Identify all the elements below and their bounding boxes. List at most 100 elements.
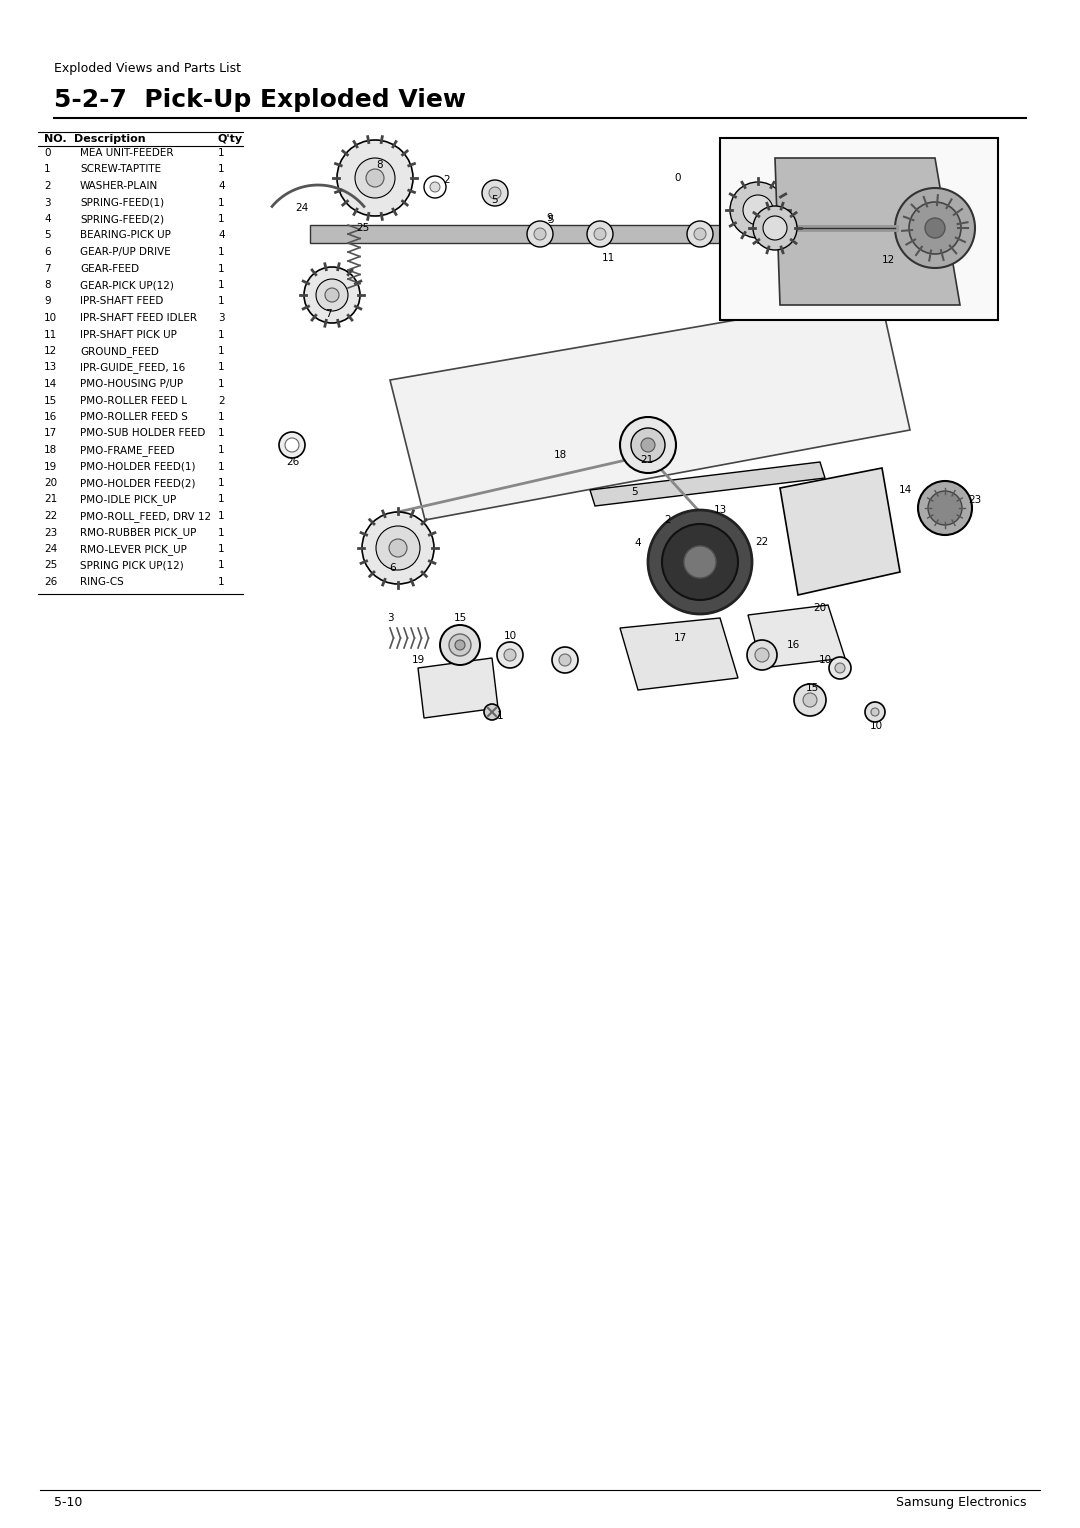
Text: 21: 21 [640,455,653,465]
Circle shape [534,228,546,240]
Circle shape [376,526,420,570]
Text: 11: 11 [602,254,615,263]
Text: SPRING-FEED(1): SPRING-FEED(1) [80,197,164,208]
Text: 4: 4 [44,214,51,225]
Text: SPRING PICK UP(12): SPRING PICK UP(12) [80,561,184,570]
Text: 10: 10 [44,313,57,322]
Text: Exploded Views and Parts List: Exploded Views and Parts List [54,63,241,75]
Circle shape [424,176,446,199]
Bar [720,138,998,319]
Text: 1: 1 [218,362,225,373]
Text: IPR-SHAFT FEED: IPR-SHAFT FEED [80,296,163,307]
Circle shape [762,215,787,240]
Text: 1: 1 [218,263,225,274]
Text: PMO-HOLDER FEED(1): PMO-HOLDER FEED(1) [80,461,195,472]
Circle shape [504,649,516,662]
Text: 0: 0 [44,148,51,157]
Text: 5: 5 [44,231,51,240]
Text: SCREW-TAPTITE: SCREW-TAPTITE [80,165,161,174]
Text: 19: 19 [411,656,424,665]
Text: PMO-ROLLER FEED L: PMO-ROLLER FEED L [80,396,187,405]
Text: 3: 3 [44,197,51,208]
Text: 16: 16 [44,413,57,422]
Text: 1: 1 [218,544,225,555]
Text: 6: 6 [390,562,396,573]
Text: 1: 1 [44,165,51,174]
Text: 4: 4 [218,231,225,240]
Text: PMO-IDLE PICK_UP: PMO-IDLE PICK_UP [80,495,176,506]
Text: 1: 1 [218,280,225,290]
Text: 1: 1 [218,428,225,439]
Text: 1: 1 [218,578,225,587]
Circle shape [362,512,434,584]
Text: 1: 1 [218,330,225,339]
Circle shape [325,287,339,303]
Circle shape [355,157,395,199]
Text: 10: 10 [869,721,882,730]
Text: WASHER-PLAIN: WASHER-PLAIN [80,180,159,191]
Text: GEAR-FEED: GEAR-FEED [80,263,139,274]
Circle shape [631,428,665,461]
Circle shape [620,417,676,474]
Text: 6: 6 [44,248,51,257]
Text: Description: Description [75,134,146,144]
Polygon shape [590,461,825,506]
Text: SPRING-FEED(2): SPRING-FEED(2) [80,214,164,225]
Text: 14: 14 [44,379,57,390]
Circle shape [755,648,769,662]
Circle shape [303,267,360,322]
Text: 1: 1 [218,495,225,504]
Text: 14: 14 [899,484,912,495]
Text: 26: 26 [286,457,299,468]
Text: 18: 18 [44,445,57,455]
Circle shape [747,640,777,669]
Text: 1: 1 [218,296,225,307]
Text: 1: 1 [218,248,225,257]
Circle shape [753,206,797,251]
Text: 15: 15 [806,683,819,694]
Circle shape [835,663,845,672]
Circle shape [484,704,500,720]
Circle shape [870,707,879,717]
Text: 8: 8 [44,280,51,290]
Text: PMO-SUB HOLDER FEED: PMO-SUB HOLDER FEED [80,428,205,439]
Text: 1: 1 [218,214,225,225]
Circle shape [455,640,465,649]
Text: 1: 1 [218,413,225,422]
Text: 1: 1 [218,379,225,390]
Circle shape [662,524,738,601]
Circle shape [559,654,571,666]
Circle shape [694,228,706,240]
Text: 8: 8 [377,160,383,170]
Text: IPR-SHAFT FEED IDLER: IPR-SHAFT FEED IDLER [80,313,197,322]
Text: 0: 0 [675,173,681,183]
Text: 26: 26 [44,578,57,587]
Circle shape [642,439,654,452]
Text: 2: 2 [444,176,450,185]
Text: 9: 9 [44,296,51,307]
Circle shape [648,510,752,614]
Text: RMO-LEVER PICK_UP: RMO-LEVER PICK_UP [80,544,187,555]
Text: Q'ty: Q'ty [218,134,243,144]
Text: 10: 10 [819,656,832,665]
Text: 15: 15 [44,396,57,405]
Text: 7: 7 [325,309,332,319]
Text: IPR-SHAFT PICK UP: IPR-SHAFT PICK UP [80,330,177,339]
Polygon shape [620,617,738,691]
Circle shape [895,188,975,267]
Text: 16: 16 [786,640,799,649]
Circle shape [918,481,972,535]
Text: 17: 17 [673,633,687,643]
Circle shape [449,634,471,656]
Text: 25: 25 [44,561,57,570]
Text: GEAR-P/UP DRIVE: GEAR-P/UP DRIVE [80,248,171,257]
Polygon shape [310,225,870,243]
Text: 15: 15 [454,613,467,623]
Circle shape [497,642,523,668]
Text: IPR-GUIDE_FEED, 16: IPR-GUIDE_FEED, 16 [80,362,186,373]
Text: 1: 1 [218,510,225,521]
Circle shape [687,222,713,248]
Text: 12: 12 [881,255,894,264]
Circle shape [482,180,508,206]
Text: PMO-ROLLER FEED S: PMO-ROLLER FEED S [80,413,188,422]
